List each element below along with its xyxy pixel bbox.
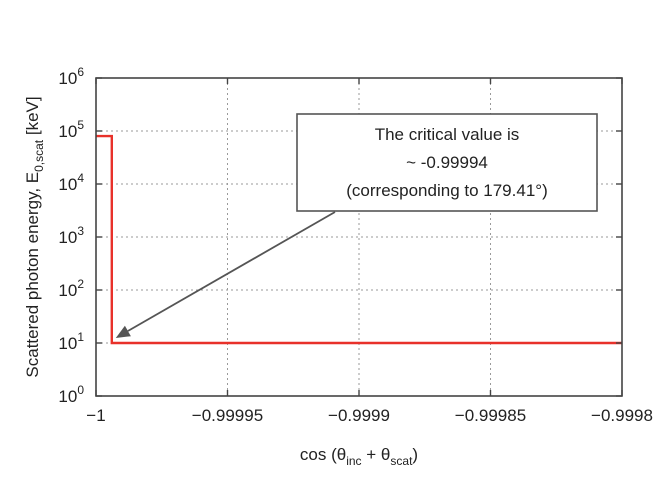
annotation-arrow bbox=[127, 211, 336, 332]
y-tick-label: 104 bbox=[58, 171, 84, 194]
annotation-arrowhead bbox=[115, 325, 131, 338]
x-tick-label: −0.9998 bbox=[591, 406, 653, 425]
annotation-line-2: ~ -0.99994 bbox=[406, 153, 488, 172]
annotation-line-3: (corresponding to 179.41°) bbox=[346, 181, 547, 200]
annotation-line-1: The critical value is bbox=[375, 125, 520, 144]
x-tick-labels: −1 −0.99995 −0.9999 −0.99985 −0.9998 bbox=[86, 78, 653, 425]
y-tick-label: 103 bbox=[58, 224, 84, 247]
annotation: The critical value is ~ -0.99994 (corres… bbox=[115, 113, 598, 338]
x-tick-label: −0.9999 bbox=[328, 406, 390, 425]
x-tick-label: −0.99995 bbox=[192, 406, 263, 425]
y-tick-label: 105 bbox=[58, 118, 84, 141]
x-axis-title: cos (θinc + θscat) bbox=[300, 445, 418, 468]
annotation-box bbox=[296, 113, 598, 212]
y-tick-label: 100 bbox=[58, 383, 84, 406]
y-tick-label: 106 bbox=[58, 65, 84, 88]
x-tick-label: −0.99985 bbox=[455, 406, 526, 425]
x-tick-label: −1 bbox=[86, 406, 105, 425]
y-tick-label: 102 bbox=[58, 277, 84, 300]
series-line bbox=[96, 134, 622, 345]
series-layer bbox=[96, 134, 622, 345]
y-axis-title: Scattered photon energy, E0,scat [keV] bbox=[23, 96, 46, 377]
y-tick-labels: 100 101 102 103 104 105 106 bbox=[58, 65, 622, 406]
y-tick-label: 101 bbox=[58, 330, 84, 353]
